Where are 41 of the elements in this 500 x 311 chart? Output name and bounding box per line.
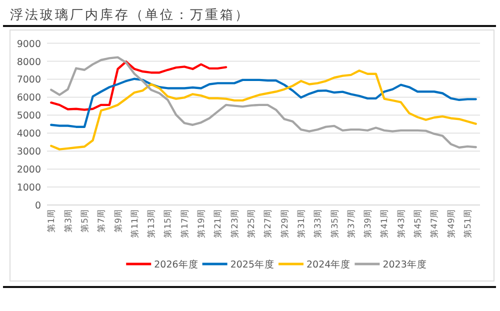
y-tick-label: 5000	[16, 110, 41, 122]
legend-label: 2024年度	[306, 258, 351, 270]
y-tick-label: 4000	[16, 128, 41, 140]
x-tick-label: 第29周	[279, 209, 290, 238]
legend-label: 2025年度	[230, 258, 274, 270]
x-tick-label: 第23周	[229, 209, 240, 238]
x-tick-label: 第47周	[429, 209, 440, 238]
y-tick-label: 3000	[16, 146, 41, 158]
x-tick-label: 第11周	[129, 209, 140, 238]
x-tick-label: 第33周	[312, 209, 324, 238]
legend-label: 2026年度	[154, 258, 198, 270]
x-tick-label: 第37周	[346, 209, 357, 238]
y-tick-label: 9000	[16, 38, 41, 50]
y-tick-label: 6000	[16, 92, 41, 104]
x-tick-label: 第5周	[79, 209, 90, 232]
x-tick-label: 第41周	[379, 209, 390, 238]
x-tick-label: 第7周	[96, 209, 108, 232]
x-tick-label: 第49周	[446, 209, 457, 238]
y-tick-label: 7000	[16, 74, 41, 86]
x-tick-label: 第9周	[112, 209, 124, 232]
x-tick-label: 第25周	[246, 209, 258, 238]
y-tick-label: 0	[34, 200, 41, 212]
x-tick-label: 第43周	[396, 209, 407, 238]
x-tick-label: 第21周	[212, 209, 224, 238]
x-tick-label: 第27周	[262, 209, 274, 238]
chart-title: 浮法玻璃厂内库存（单位：万重箱）	[10, 8, 250, 23]
x-tick-label: 第17周	[179, 209, 190, 238]
x-tick-label: 第31周	[296, 209, 307, 238]
x-tick-label: 第39周	[362, 209, 374, 238]
x-tick-label: 第19周	[196, 209, 208, 238]
x-tick-label: 第51周	[462, 209, 474, 238]
x-tick-label: 第1周	[46, 209, 58, 232]
y-tick-label: 2000	[16, 164, 41, 176]
x-tick-label: 第15周	[162, 209, 174, 238]
y-tick-label: 1000	[16, 182, 41, 194]
x-tick-label: 第35周	[329, 209, 340, 238]
x-tick-label: 第13周	[146, 209, 158, 238]
legend-label: 2023年度	[382, 258, 427, 270]
x-tick-label: 第3周	[62, 209, 74, 232]
y-tick-label: 8000	[16, 56, 41, 68]
x-tick-label: 第45周	[412, 209, 424, 238]
